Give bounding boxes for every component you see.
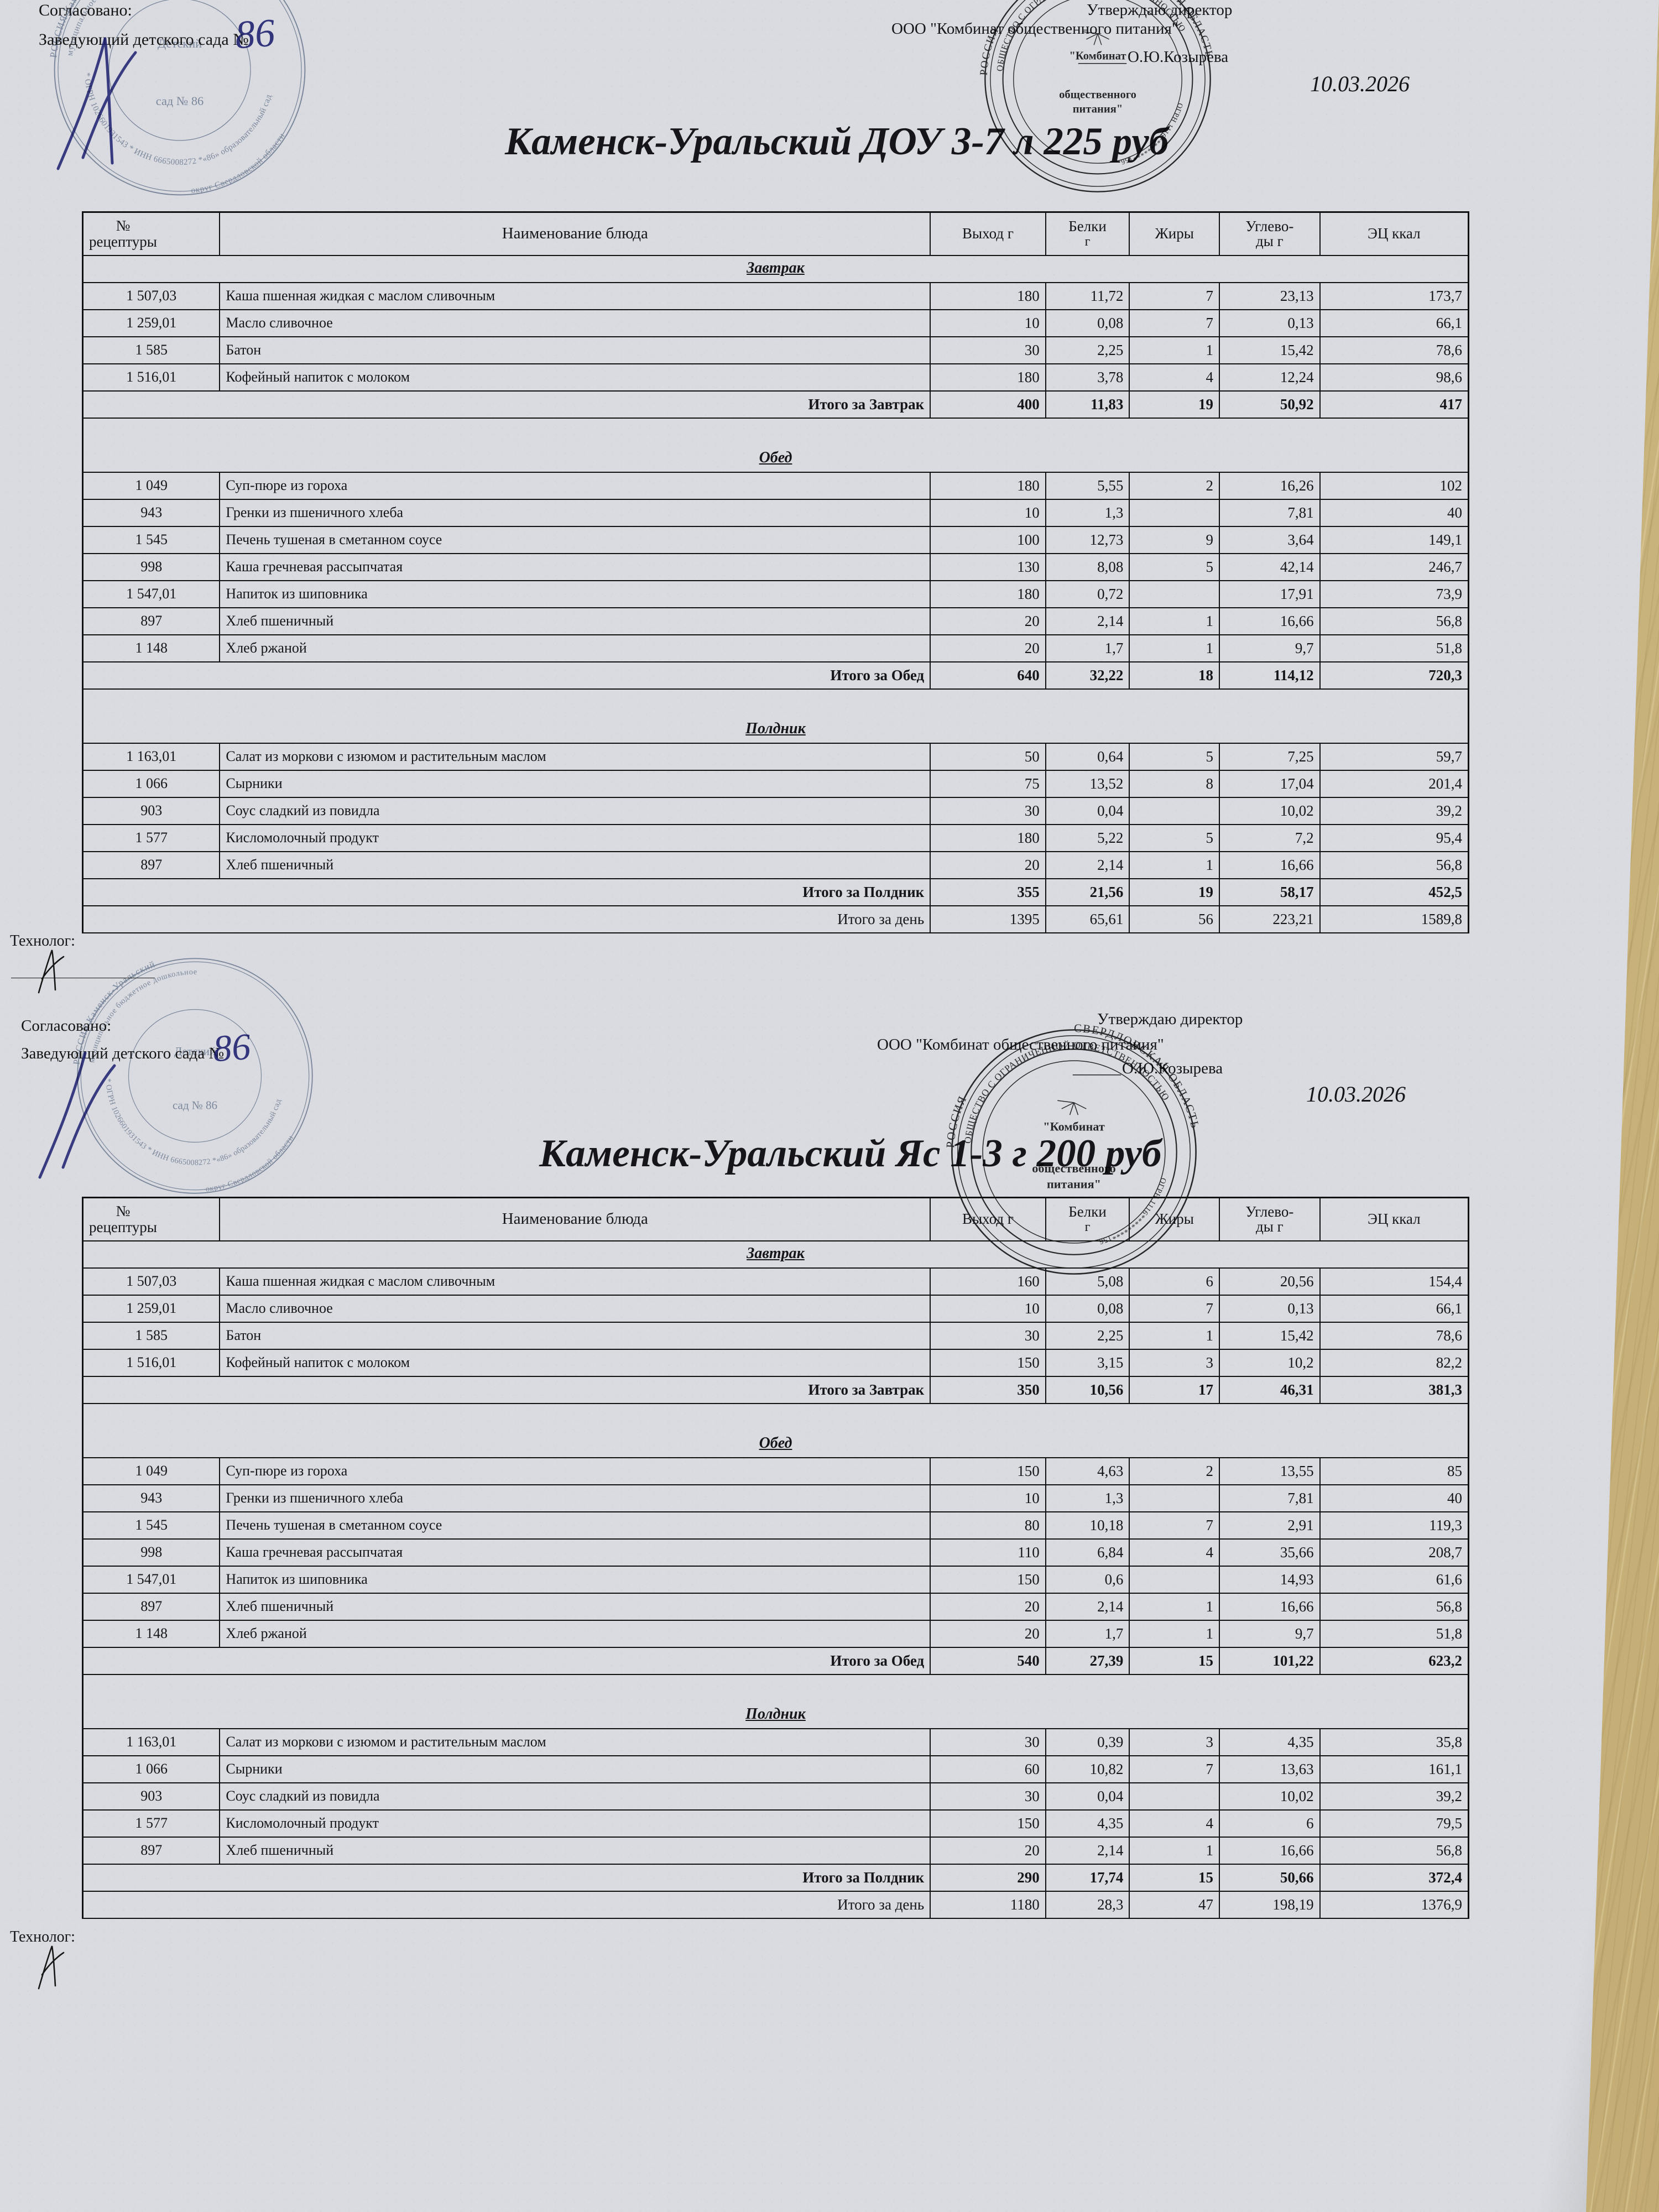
svg-text:РОССИЯ Каменск-Уральский: РОССИЯ Каменск-Уральский xyxy=(48,0,139,58)
svg-text:Детский: Детский xyxy=(158,36,202,50)
svg-text:питания": питания" xyxy=(1073,103,1123,115)
svg-text:СВЕРДЛОВСКАЯ ОБЛАСТЬ: СВЕРДЛОВСКАЯ ОБЛАСТЬ xyxy=(1074,1022,1202,1130)
svg-text:"Комбинат: "Комбинат xyxy=(1043,1119,1105,1133)
svg-text:* ОГРН 1026601931543 * ИНН 666: * ОГРН 1026601931543 * ИНН 6665008272 * xyxy=(82,72,204,167)
svg-text:сад № 86: сад № 86 xyxy=(156,94,204,108)
svg-text:общественного: общественного xyxy=(1059,88,1136,101)
svg-text:питания": питания" xyxy=(1047,1177,1101,1191)
svg-text:"Комбинат: "Комбинат xyxy=(1069,50,1126,62)
svg-text:сад № 86: сад № 86 xyxy=(173,1099,217,1112)
svg-text:* ОГРН 1026601931543 * ИНН 666: * ОГРН 1026601931543 * ИНН 6665008272 * xyxy=(103,1078,217,1167)
svg-text:общественного: общественного xyxy=(1032,1161,1115,1175)
svg-text:Детский: Детский xyxy=(174,1045,216,1058)
